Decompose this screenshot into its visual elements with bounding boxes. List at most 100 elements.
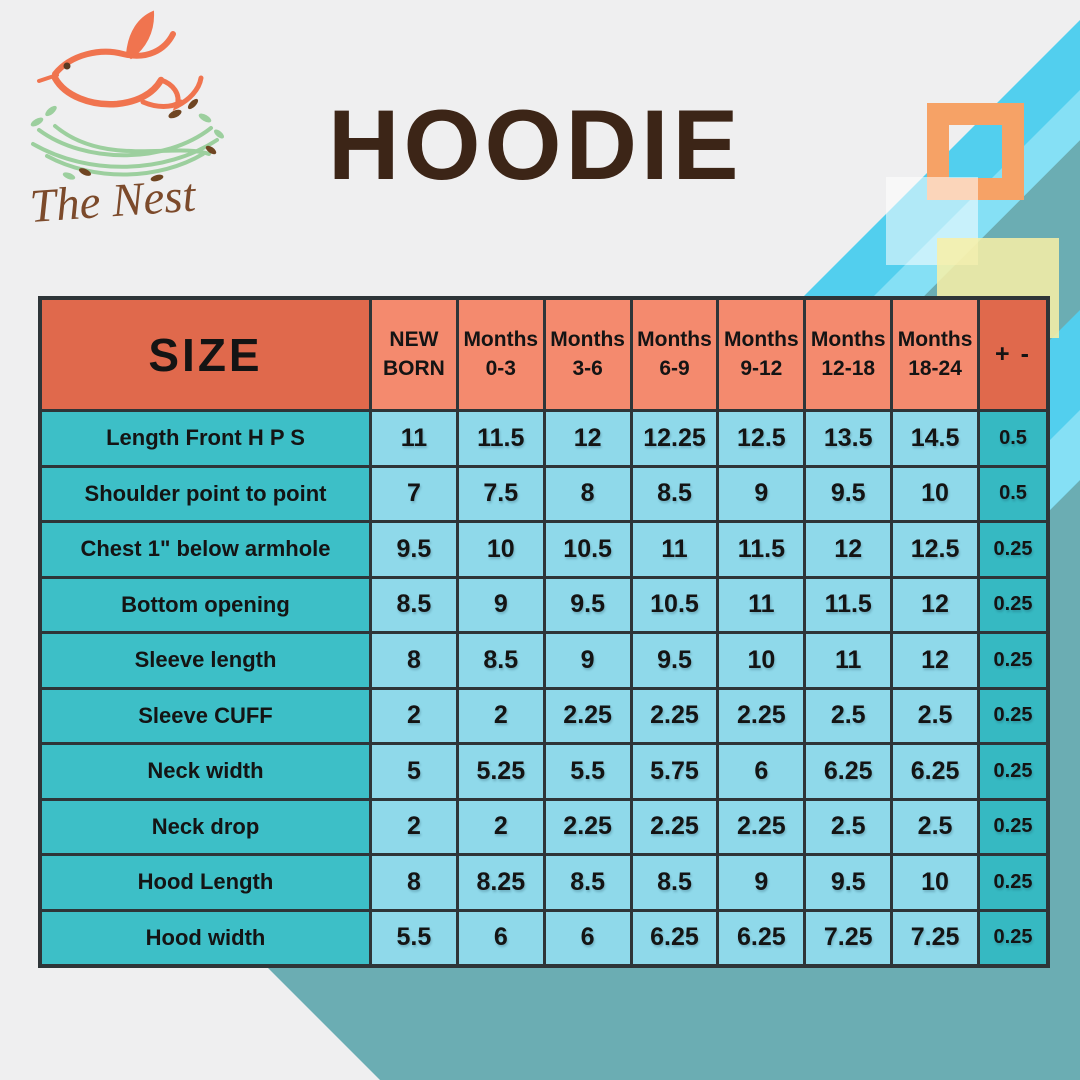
size-value-cell: 2 xyxy=(458,800,543,853)
row-label: Hood width xyxy=(42,911,369,964)
nest-icon xyxy=(31,124,219,177)
size-value-cell: 12 xyxy=(806,523,891,576)
tolerance-value-cell: 0.25 xyxy=(979,578,1046,631)
size-value-cell: 8.5 xyxy=(545,856,630,909)
size-value-cell: 5.25 xyxy=(458,745,543,798)
tolerance-value-cell: 0.5 xyxy=(979,467,1046,520)
tolerance-value-cell: 0.25 xyxy=(979,800,1046,853)
size-value-cell: 2.5 xyxy=(806,689,891,742)
size-value-cell: 2.25 xyxy=(632,800,717,853)
size-value-cell: 7.5 xyxy=(458,467,543,520)
size-value-cell: 10 xyxy=(719,634,804,687)
size-value-cell: 6.25 xyxy=(719,911,804,964)
size-value-cell: 11 xyxy=(632,523,717,576)
size-value-cell: 2.25 xyxy=(545,800,630,853)
size-value-cell: 8.5 xyxy=(632,856,717,909)
size-chart-table: SIZE NEW BORN Months 0-3 Months 3-6 Months 6-9 Mo… xyxy=(38,296,1050,968)
size-value-cell: 12 xyxy=(545,412,630,465)
size-value-cell: 5.5 xyxy=(545,745,630,798)
age-column-header: Months 0-3 xyxy=(458,300,543,409)
tolerance-value-cell: 0.25 xyxy=(979,523,1046,576)
size-value-cell: 8 xyxy=(372,856,456,909)
size-value-cell: 13.5 xyxy=(806,412,891,465)
size-value-cell: 12 xyxy=(893,634,977,687)
row-label: Shoulder point to point xyxy=(42,467,369,520)
bird-nest-logo: The Nest xyxy=(28,10,224,233)
size-value-cell: 7.25 xyxy=(806,911,891,964)
size-value-cell: 9.5 xyxy=(545,578,630,631)
size-value-cell: 6.25 xyxy=(632,911,717,964)
tolerance-value-cell: 0.5 xyxy=(979,412,1046,465)
nest-leaves xyxy=(30,98,224,182)
size-value-cell: 6 xyxy=(545,911,630,964)
size-value-cell: 9.5 xyxy=(632,634,717,687)
size-value-cell: 12.25 xyxy=(632,412,717,465)
size-value-cell: 9.5 xyxy=(372,523,456,576)
size-value-cell: 11.5 xyxy=(719,523,804,576)
size-value-cell: 6 xyxy=(458,911,543,964)
row-label: Sleeve length xyxy=(42,634,369,687)
size-value-cell: 8.5 xyxy=(458,634,543,687)
size-value-cell: 8 xyxy=(372,634,456,687)
size-value-cell: 10 xyxy=(458,523,543,576)
size-value-cell: 11 xyxy=(719,578,804,631)
age-column-header: Months 12-18 xyxy=(806,300,891,409)
size-value-cell: 11.5 xyxy=(458,412,543,465)
size-value-cell: 6.25 xyxy=(806,745,891,798)
size-value-cell: 9.5 xyxy=(806,856,891,909)
size-value-cell: 2.5 xyxy=(893,689,977,742)
tolerance-header-cell: + - xyxy=(979,300,1046,409)
size-value-cell: 2.25 xyxy=(719,689,804,742)
size-value-cell: 2.25 xyxy=(545,689,630,742)
size-value-cell: 5.5 xyxy=(372,911,456,964)
tolerance-value-cell: 0.25 xyxy=(979,856,1046,909)
row-label: Neck drop xyxy=(42,800,369,853)
size-value-cell: 8.5 xyxy=(632,467,717,520)
tolerance-value-cell: 0.25 xyxy=(979,911,1046,964)
size-header-cell: SIZE xyxy=(42,300,369,409)
row-label: Neck width xyxy=(42,745,369,798)
size-value-cell: 2 xyxy=(372,800,456,853)
size-value-cell: 8 xyxy=(545,467,630,520)
size-value-cell: 2.5 xyxy=(806,800,891,853)
size-value-cell: 11 xyxy=(372,412,456,465)
tolerance-value-cell: 0.25 xyxy=(979,689,1046,742)
size-value-cell: 9.5 xyxy=(806,467,891,520)
size-value-cell: 7.25 xyxy=(893,911,977,964)
size-value-cell: 2 xyxy=(458,689,543,742)
age-column-header: Months 9-12 xyxy=(719,300,804,409)
size-value-cell: 2 xyxy=(372,689,456,742)
bird-icon xyxy=(37,10,204,111)
row-label: Bottom opening xyxy=(42,578,369,631)
age-column-header: Months 18-24 xyxy=(893,300,977,409)
size-value-cell: 9 xyxy=(719,467,804,520)
size-value-cell: 8.25 xyxy=(458,856,543,909)
size-value-cell: 2.25 xyxy=(632,689,717,742)
row-label: Hood Length xyxy=(42,856,369,909)
row-label: Chest 1" below armhole xyxy=(42,523,369,576)
size-value-cell: 6.25 xyxy=(893,745,977,798)
size-value-cell: 9 xyxy=(719,856,804,909)
size-value-cell: 7 xyxy=(372,467,456,520)
tolerance-value-cell: 0.25 xyxy=(979,745,1046,798)
bird-eye xyxy=(63,62,71,70)
size-value-cell: 11.5 xyxy=(806,578,891,631)
row-label: Length Front H P S xyxy=(42,412,369,465)
brand-name: The Nest xyxy=(28,169,198,233)
row-label: Sleeve CUFF xyxy=(42,689,369,742)
size-value-cell: 12 xyxy=(893,578,977,631)
size-value-cell: 11 xyxy=(806,634,891,687)
size-value-cell: 12.5 xyxy=(719,412,804,465)
size-value-cell: 5 xyxy=(372,745,456,798)
page-title: HOODIE xyxy=(328,89,743,200)
age-column-header: Months 6-9 xyxy=(632,300,717,409)
size-value-cell: 10.5 xyxy=(632,578,717,631)
size-value-cell: 12.5 xyxy=(893,523,977,576)
size-value-cell: 14.5 xyxy=(893,412,977,465)
size-value-cell: 6 xyxy=(719,745,804,798)
size-value-cell: 9 xyxy=(458,578,543,631)
age-column-header: NEW BORN xyxy=(372,300,456,409)
tolerance-value-cell: 0.25 xyxy=(979,634,1046,687)
size-value-cell: 10 xyxy=(893,856,977,909)
